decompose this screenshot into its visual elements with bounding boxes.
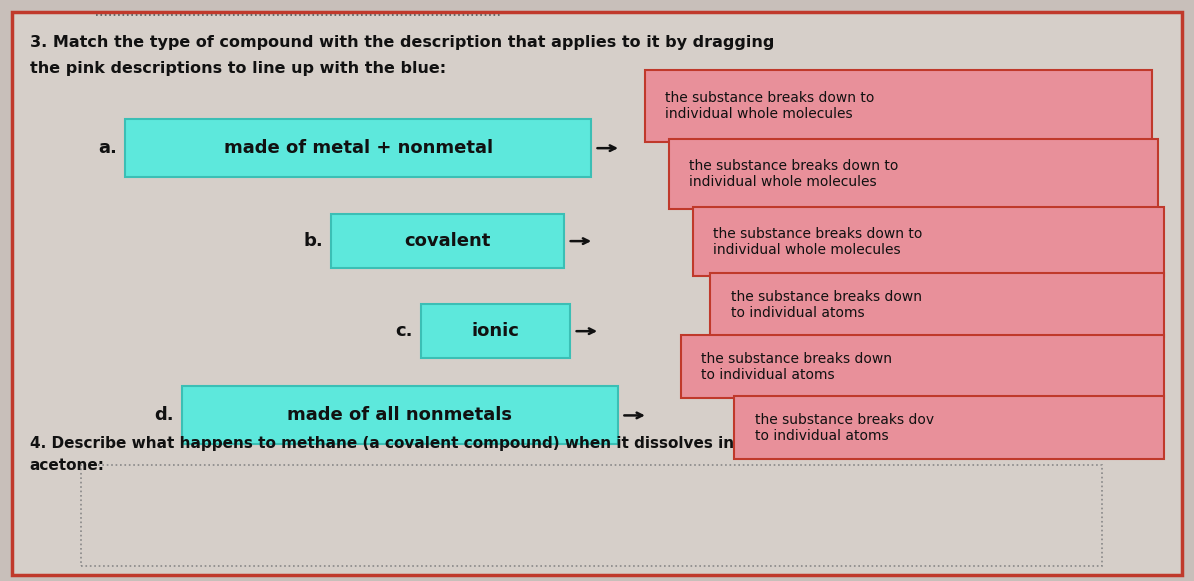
FancyBboxPatch shape [710, 273, 1164, 337]
Text: the pink descriptions to line up with the blue:: the pink descriptions to line up with th… [30, 61, 447, 76]
FancyBboxPatch shape [681, 335, 1164, 398]
Text: the substance breaks dov
to individual atoms: the substance breaks dov to individual a… [755, 413, 934, 443]
FancyBboxPatch shape [12, 12, 1182, 575]
FancyBboxPatch shape [734, 396, 1164, 459]
FancyBboxPatch shape [420, 304, 571, 358]
FancyBboxPatch shape [693, 207, 1164, 276]
Text: a.: a. [98, 139, 117, 157]
Text: d.: d. [154, 407, 174, 424]
Text: made of metal + nonmetal: made of metal + nonmetal [223, 139, 493, 157]
Text: 3. Match the type of compound with the description that applies to it by draggin: 3. Match the type of compound with the d… [30, 35, 774, 50]
FancyBboxPatch shape [183, 386, 618, 444]
Text: the substance breaks down to
individual whole molecules: the substance breaks down to individual … [713, 227, 922, 257]
Text: the substance breaks down
to individual atoms: the substance breaks down to individual … [701, 352, 892, 382]
Text: the substance breaks down to
individual whole molecules: the substance breaks down to individual … [665, 91, 874, 121]
Text: 4. Describe what happens to methane (a covalent compound) when it dissolves in: 4. Describe what happens to methane (a c… [30, 436, 734, 451]
FancyBboxPatch shape [669, 139, 1158, 209]
Text: made of all nonmetals: made of all nonmetals [288, 407, 512, 424]
Text: c.: c. [395, 322, 413, 340]
Text: the substance breaks down
to individual atoms: the substance breaks down to individual … [731, 290, 922, 320]
FancyBboxPatch shape [645, 70, 1152, 142]
Text: ionic: ionic [472, 322, 519, 340]
Text: the substance breaks down to
individual whole molecules: the substance breaks down to individual … [689, 159, 898, 189]
Text: acetone:: acetone: [30, 458, 105, 473]
Text: b.: b. [303, 232, 322, 250]
Text: covalent: covalent [405, 232, 491, 250]
FancyBboxPatch shape [331, 214, 564, 268]
FancyBboxPatch shape [125, 119, 591, 177]
